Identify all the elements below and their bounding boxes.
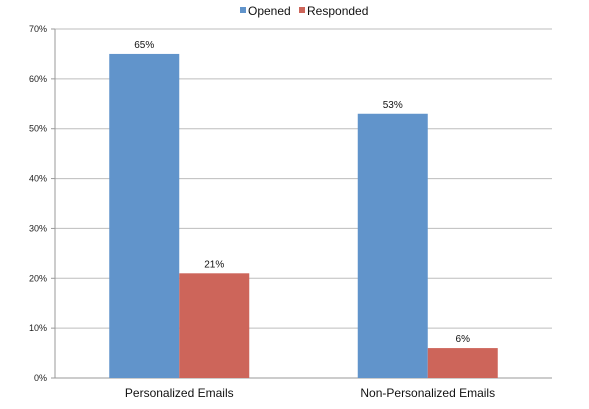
bar-responded-2 — [427, 348, 498, 378]
y-tick-label: 40% — [29, 174, 47, 184]
y-tick-label: 10% — [29, 323, 47, 333]
legend-label-opened: Opened — [248, 4, 291, 18]
legend-swatch-opened — [240, 7, 246, 13]
bar-opened-1 — [109, 53, 180, 379]
y-tick-label: 0% — [34, 373, 47, 383]
data-label: 53% — [383, 100, 403, 111]
data-label: 65% — [134, 40, 154, 51]
data-label: 21% — [204, 259, 224, 270]
data-label: 6% — [456, 334, 471, 345]
legend-swatch-responded — [299, 7, 305, 13]
y-tick-label: 50% — [29, 124, 47, 134]
y-tick-label: 20% — [29, 273, 47, 283]
legend-label-responded: Responded — [307, 4, 368, 18]
legend: Opened Responded — [240, 4, 368, 18]
bar-responded-1 — [179, 273, 250, 378]
y-tick-label: 70% — [29, 24, 47, 34]
x-category-label: Non-Personalized Emails — [360, 386, 495, 400]
bars: 65% 21% 53% 6% — [109, 40, 498, 379]
y-tick-label: 30% — [29, 223, 47, 233]
bar-opened-2 — [357, 113, 428, 378]
x-category-label: Personalized Emails — [125, 386, 234, 400]
y-axis: 0% 10% 20% 30% 40% 50% 60% 70% — [29, 24, 56, 383]
x-axis: Personalized Emails Non-Personalized Emai… — [125, 386, 495, 400]
y-tick-label: 60% — [29, 74, 47, 84]
